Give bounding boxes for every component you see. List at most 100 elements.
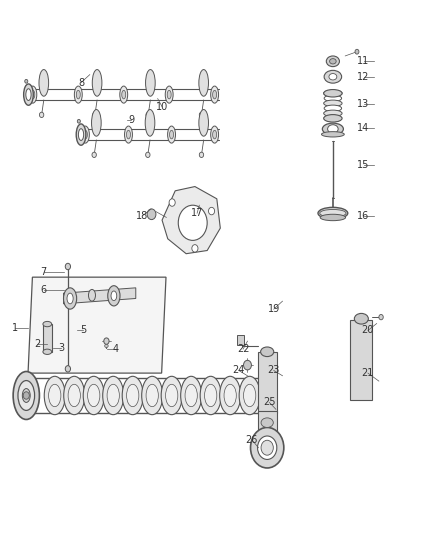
Circle shape xyxy=(169,199,175,206)
Ellipse shape xyxy=(211,126,219,143)
Ellipse shape xyxy=(166,384,178,407)
Ellipse shape xyxy=(43,349,52,354)
Circle shape xyxy=(192,245,198,252)
Ellipse shape xyxy=(31,90,35,99)
Ellipse shape xyxy=(318,207,348,219)
Text: 23: 23 xyxy=(268,366,280,375)
Ellipse shape xyxy=(168,126,176,143)
Ellipse shape xyxy=(219,376,240,415)
Ellipse shape xyxy=(39,69,49,96)
Ellipse shape xyxy=(321,132,344,137)
Text: 10: 10 xyxy=(156,102,168,111)
Ellipse shape xyxy=(329,59,336,64)
Ellipse shape xyxy=(76,90,80,99)
Ellipse shape xyxy=(111,291,117,301)
Bar xyxy=(258,411,277,432)
Ellipse shape xyxy=(64,376,85,415)
Ellipse shape xyxy=(213,90,216,99)
Ellipse shape xyxy=(355,49,359,54)
Ellipse shape xyxy=(64,288,77,309)
Circle shape xyxy=(258,436,277,459)
Ellipse shape xyxy=(124,126,132,143)
Ellipse shape xyxy=(239,376,260,415)
Ellipse shape xyxy=(180,376,201,415)
Text: 6: 6 xyxy=(41,286,47,295)
Circle shape xyxy=(23,392,29,399)
Ellipse shape xyxy=(120,86,127,103)
Ellipse shape xyxy=(108,286,120,306)
Text: 2: 2 xyxy=(34,339,40,349)
Circle shape xyxy=(261,440,273,455)
Ellipse shape xyxy=(170,130,173,139)
Ellipse shape xyxy=(199,152,204,158)
Ellipse shape xyxy=(324,110,342,117)
Ellipse shape xyxy=(83,130,87,139)
Ellipse shape xyxy=(74,86,82,103)
Ellipse shape xyxy=(76,124,86,145)
Text: 4: 4 xyxy=(113,344,119,354)
Ellipse shape xyxy=(354,313,368,324)
Polygon shape xyxy=(162,187,220,254)
Ellipse shape xyxy=(141,376,162,415)
Ellipse shape xyxy=(92,69,102,96)
Ellipse shape xyxy=(22,389,30,402)
Text: 1: 1 xyxy=(12,323,18,333)
Ellipse shape xyxy=(165,86,173,103)
Polygon shape xyxy=(64,288,136,304)
Text: 22: 22 xyxy=(237,344,249,354)
Ellipse shape xyxy=(26,88,31,100)
Ellipse shape xyxy=(67,293,73,304)
Ellipse shape xyxy=(199,69,208,96)
Ellipse shape xyxy=(199,110,208,136)
Bar xyxy=(350,320,372,400)
Circle shape xyxy=(65,263,71,270)
Text: 21: 21 xyxy=(362,368,374,378)
Ellipse shape xyxy=(324,100,342,107)
Ellipse shape xyxy=(326,56,339,67)
Ellipse shape xyxy=(261,418,273,427)
Ellipse shape xyxy=(145,69,155,96)
Ellipse shape xyxy=(127,130,131,139)
Ellipse shape xyxy=(167,90,171,99)
Text: 9: 9 xyxy=(128,115,134,125)
Circle shape xyxy=(65,366,71,372)
Ellipse shape xyxy=(29,86,37,103)
Ellipse shape xyxy=(224,384,237,407)
Text: 26: 26 xyxy=(246,435,258,445)
Text: 12: 12 xyxy=(357,72,370,82)
Ellipse shape xyxy=(146,112,150,118)
Ellipse shape xyxy=(39,112,44,118)
Ellipse shape xyxy=(127,384,139,407)
Text: 18: 18 xyxy=(136,211,148,221)
Ellipse shape xyxy=(199,112,204,118)
Ellipse shape xyxy=(320,209,346,217)
Ellipse shape xyxy=(329,74,337,80)
Ellipse shape xyxy=(322,123,343,135)
Ellipse shape xyxy=(43,321,52,327)
Bar xyxy=(258,352,277,413)
Text: 17: 17 xyxy=(191,208,203,218)
Ellipse shape xyxy=(83,376,104,415)
Ellipse shape xyxy=(244,384,256,407)
Ellipse shape xyxy=(213,130,216,139)
Ellipse shape xyxy=(324,115,342,122)
Bar xyxy=(43,324,52,352)
Ellipse shape xyxy=(161,376,182,415)
Text: 14: 14 xyxy=(357,123,370,133)
Ellipse shape xyxy=(88,289,95,301)
Ellipse shape xyxy=(324,90,342,97)
Ellipse shape xyxy=(200,376,221,415)
Ellipse shape xyxy=(324,115,342,122)
Ellipse shape xyxy=(107,384,119,407)
Ellipse shape xyxy=(328,125,338,133)
Text: 15: 15 xyxy=(357,160,370,170)
Ellipse shape xyxy=(68,384,81,407)
Ellipse shape xyxy=(324,105,342,111)
Circle shape xyxy=(178,205,207,240)
Ellipse shape xyxy=(211,86,219,103)
Circle shape xyxy=(251,427,284,468)
Text: 19: 19 xyxy=(268,304,280,314)
Ellipse shape xyxy=(320,214,346,221)
Text: 13: 13 xyxy=(357,99,370,109)
Ellipse shape xyxy=(77,119,81,123)
